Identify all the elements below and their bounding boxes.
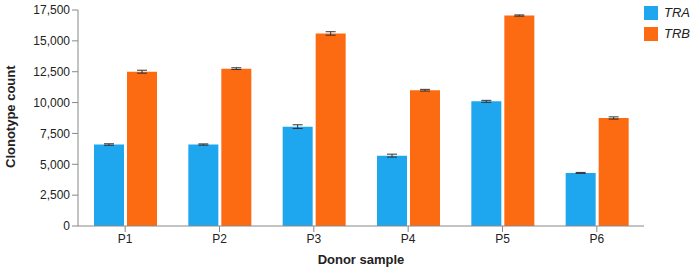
svg-text:P2: P2 <box>212 232 227 246</box>
svg-text:2,500: 2,500 <box>40 188 70 202</box>
svg-text:10,000: 10,000 <box>33 96 70 110</box>
svg-text:15,000: 15,000 <box>33 34 70 48</box>
svg-text:17,500: 17,500 <box>33 3 70 17</box>
svg-text:P5: P5 <box>495 232 510 246</box>
svg-text:P1: P1 <box>118 232 133 246</box>
svg-text:0: 0 <box>63 219 70 233</box>
html-text:TRA: TRA <box>664 5 690 20</box>
svg-text:P3: P3 <box>306 232 321 246</box>
svg-text:Donor sample: Donor sample <box>318 252 405 267</box>
svg-text:12,500: 12,500 <box>33 65 70 79</box>
svg-text:P4: P4 <box>401 232 416 246</box>
html-text:TRB: TRB <box>664 26 690 41</box>
svg-text:7,500: 7,500 <box>40 127 70 141</box>
svg-text:Clonotype count: Clonotype count <box>8 65 18 168</box>
svg-text:P6: P6 <box>589 232 604 246</box>
svg-text:5,000: 5,000 <box>40 158 70 172</box>
